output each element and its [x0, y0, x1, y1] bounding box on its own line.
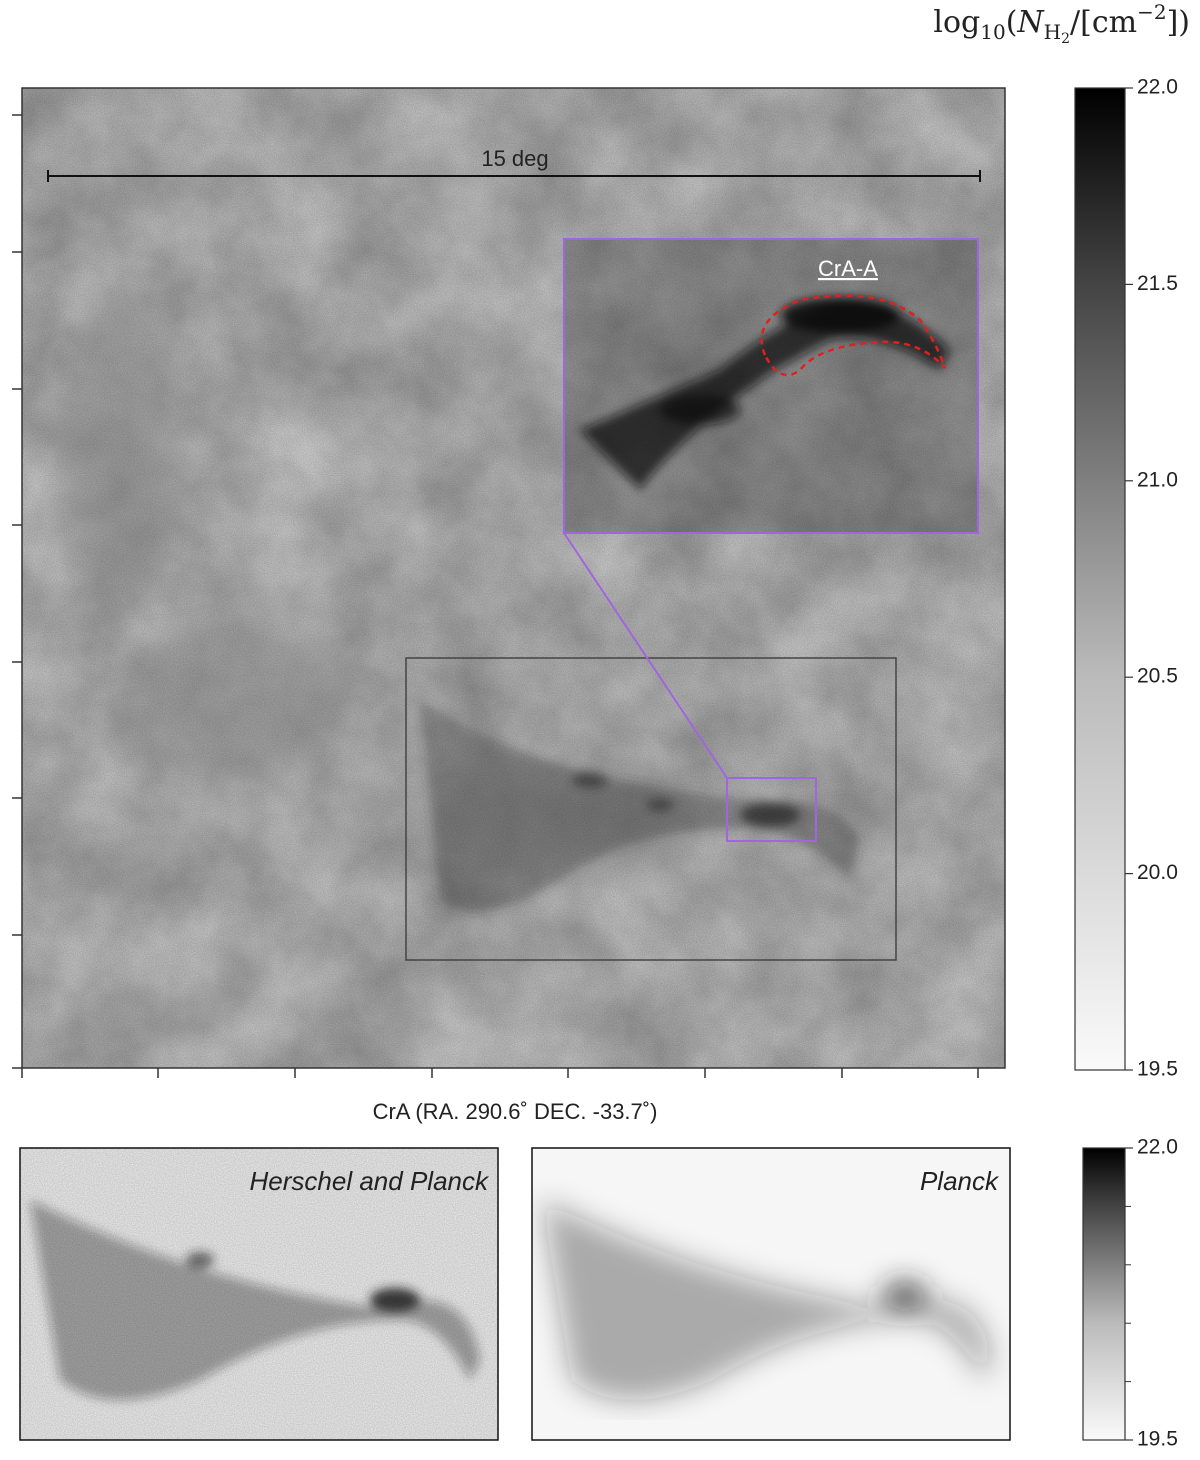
colorbar	[1074, 87, 1126, 1071]
label-part: −2	[1137, 0, 1166, 24]
inset-frame	[563, 238, 979, 534]
colorbar-label: log10(NH2/[cm−2])	[933, 0, 1190, 47]
colorbar-tick-label: 21.5	[1137, 272, 1178, 295]
panel-image	[20, 1148, 498, 1440]
label-part: /[cm	[1070, 5, 1137, 40]
colorbar-tick-label: 22.0	[1137, 1136, 1178, 1159]
label-part: N	[1016, 5, 1045, 40]
label-part: 2	[1061, 31, 1070, 47]
label-part: log	[933, 5, 980, 40]
colorbar-tick-label: 19.5	[1137, 1058, 1178, 1081]
main-map-image	[22, 88, 1005, 1068]
cra-a-outline	[760, 294, 947, 377]
colorbar-tick-label: 20.0	[1137, 861, 1178, 884]
inset-label: CrA-A	[818, 256, 878, 281]
panel-frame	[531, 1147, 1011, 1441]
zoom-line	[563, 532, 728, 779]
scale-bar-label: 15 deg	[481, 146, 548, 171]
scale-bar-ends	[47, 170, 981, 182]
label-part: ])	[1167, 5, 1190, 40]
label-part: 10	[980, 20, 1005, 44]
label-part: H	[1044, 20, 1061, 44]
inset-image	[564, 239, 978, 533]
region-box	[405, 657, 897, 961]
panel-image	[532, 1148, 1010, 1440]
zoom-box	[726, 777, 817, 842]
colorbar-tick-label: 20.5	[1137, 665, 1178, 688]
axis-ticks	[12, 114, 979, 1078]
panel-title: Planck	[920, 1166, 1000, 1196]
panel-frame	[19, 1147, 499, 1441]
x-axis-label: CrA (RA. 290.6˚ DEC. -33.7˚)	[373, 1099, 658, 1124]
colorbar-tick-label: 21.0	[1137, 468, 1178, 491]
label-part: (	[1006, 5, 1018, 40]
colorbar-tick-label: 19.5	[1137, 1428, 1178, 1451]
small-colorbar	[1082, 1147, 1126, 1441]
map-frame	[21, 87, 1006, 1069]
colorbar-tick-label: 22.0	[1137, 76, 1178, 99]
panel-title: Herschel and Planck	[250, 1166, 490, 1196]
